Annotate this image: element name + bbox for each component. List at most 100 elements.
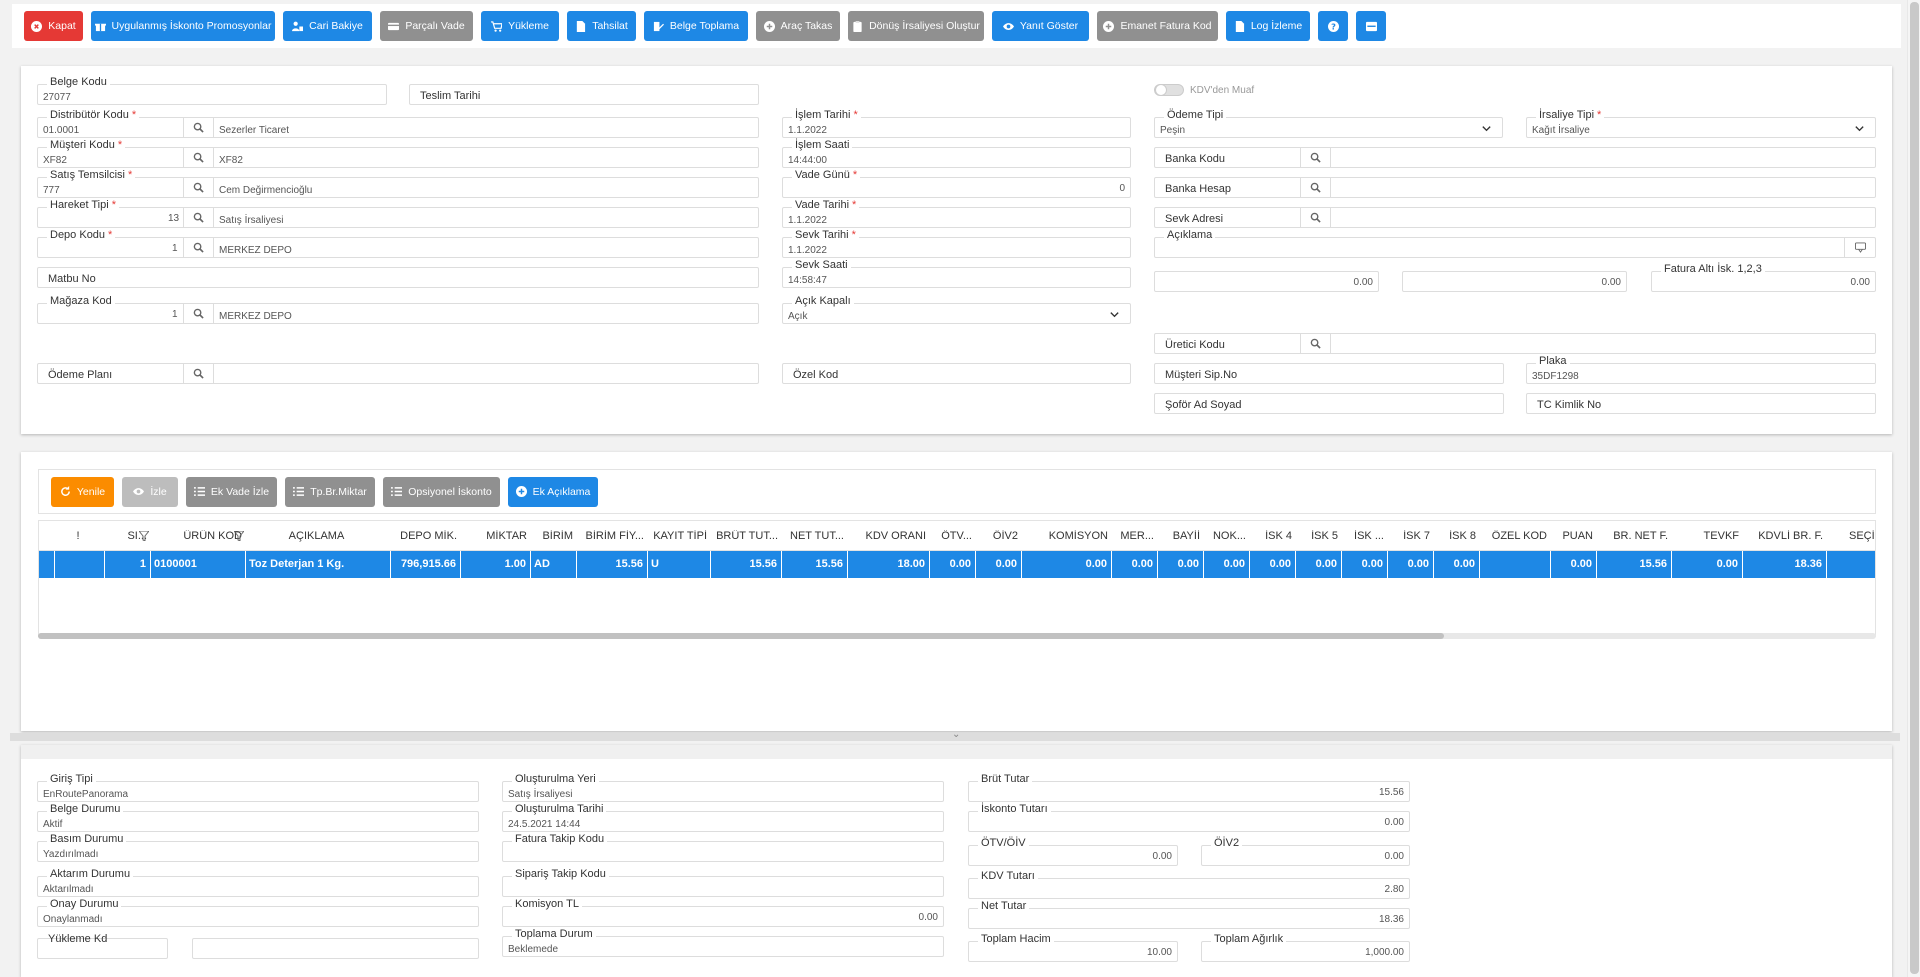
table-cell[interactable]: 0.00 (1434, 551, 1480, 578)
islem-saati-field[interactable]: İşlem Saati 14:44:00 (782, 140, 1131, 168)
musteri-sip-field[interactable]: Müşteri Sip.No (1154, 363, 1504, 384)
table-cell[interactable]: 0.00 (1204, 551, 1250, 578)
ext-desc-button[interactable]: Ek Açıklama (508, 476, 598, 507)
satis-temsilcisi-field[interactable]: Satış Temsilcisi * 777 Cem Değirmencioğlu (37, 170, 759, 198)
vehicle-swap-button[interactable]: Araç Takas (756, 11, 840, 41)
yukleme-kd-field[interactable]: Yükleme Kd (37, 933, 168, 959)
fatura-alti-field[interactable]: Fatura Altı İsk. 1,2,3 0.00 (1651, 264, 1876, 292)
table-cell[interactable]: 0.00 (1022, 551, 1112, 578)
promo-button[interactable]: Uygulanmış İskonto Promosyonlar (91, 11, 275, 41)
islem-tarihi-field[interactable]: İşlem Tarihi * 1.1.2022 (782, 110, 1131, 138)
table-cell[interactable]: 0.00 (1551, 551, 1597, 578)
grid-column-header[interactable]: SI... (127, 529, 149, 542)
otv-oiv-field[interactable]: ÖTV/ÖİV 0.00 (968, 838, 1178, 866)
grid-column-header[interactable]: ÖTV... (941, 529, 972, 542)
table-cell[interactable]: 18.36 (1743, 551, 1827, 578)
uretici-field[interactable]: Üretici Kodu (1154, 333, 1876, 354)
komisyon-field[interactable]: Komisyon TL 0.00 (502, 899, 944, 927)
giris-tipi-field[interactable]: Giriş Tipi EnRoutePanorama (37, 774, 479, 802)
grid-horizontal-scrollbar[interactable] (38, 633, 1876, 639)
grid-column-header[interactable]: BRÜT TUT... (716, 529, 778, 542)
grid-column-header[interactable]: BAYİİ (1172, 529, 1200, 542)
belge-durumu-field[interactable]: Belge Durumu Aktif (37, 804, 479, 832)
distributor-search-button[interactable] (183, 118, 214, 137)
grid-column-header[interactable]: ÜRÜN KOD (183, 529, 244, 542)
aktarim-durumu-field[interactable]: Aktarım Durumu Aktarılmadı (37, 869, 479, 897)
table-cell[interactable]: 18.00 (848, 551, 930, 578)
refresh-button[interactable]: Yenile (51, 476, 114, 507)
kdv-tutari-field[interactable]: KDV Tutarı 2.80 (968, 871, 1410, 899)
odeme-plani-search-button[interactable] (183, 364, 214, 383)
grid-column-header[interactable]: KDVLİ BR. F. (1758, 529, 1823, 542)
return-waybill-button[interactable]: Dönüş İrsaliyesi Oluştur (848, 11, 984, 41)
table-cell[interactable]: 0.00 (1388, 551, 1434, 578)
oiv2-field[interactable]: ÖİV2 0.00 (1201, 838, 1410, 866)
banka-kodu-search-button[interactable] (1300, 148, 1331, 167)
matbu-no-field[interactable]: Matbu No (37, 267, 759, 288)
table-cell[interactable]: 15.56 (711, 551, 782, 578)
iskonto-tutari-field[interactable]: İskonto Tutarı 0.00 (968, 804, 1410, 832)
satis-temsilcisi-search-button[interactable] (183, 178, 214, 197)
watch-button[interactable]: İzle (122, 476, 178, 507)
siparis-takip-field[interactable]: Sipariş Takip Kodu (502, 869, 944, 897)
fatura-takip-field[interactable]: Fatura Takip Kodu (502, 834, 944, 862)
window-button[interactable] (1356, 11, 1386, 41)
grid-column-header[interactable]: NOK... (1212, 529, 1246, 542)
table-cell[interactable]: 0.00 (1296, 551, 1342, 578)
odeme-tipi-select[interactable]: Ödeme Tipi Peşin (1154, 110, 1503, 138)
sevk-saati-field[interactable]: Sevk Saati 14:58:47 (782, 260, 1131, 288)
net-tutar-field[interactable]: Net Tutar 18.36 (968, 901, 1410, 929)
olusturma-yeri-field[interactable]: Oluşturulma Yeri Satış İrsaliyesi (502, 774, 944, 802)
vade-tarihi-field[interactable]: Vade Tarihi * 1.1.2022 (782, 200, 1131, 228)
toplama-durum-field[interactable]: Toplama Durum Beklemede (502, 929, 944, 957)
grid-column-header[interactable]: BR. NET F. (1613, 529, 1668, 542)
grid-column-header[interactable]: ÖZEL KOD (1491, 529, 1547, 542)
musteri-field[interactable]: Müşteri Kodu * XF82 XF82 (37, 140, 759, 168)
table-cell[interactable]: 15.56 (1597, 551, 1672, 578)
table-cell[interactable] (1827, 551, 1875, 578)
help-button[interactable]: ? (1318, 11, 1348, 41)
escrow-invoice-button[interactable]: Emanet Fatura Kod (1097, 11, 1218, 41)
page-scrollbar[interactable] (1907, 0, 1920, 977)
uretici-search-button[interactable] (1300, 334, 1331, 353)
splitter[interactable]: ⌄ (10, 729, 1900, 741)
grid-column-header[interactable]: KDV ORANI (865, 529, 926, 542)
grid-column-header[interactable]: NET TUT... (790, 529, 844, 542)
table-row[interactable]: 1 0100001 Toz Deterjan 1 Kg. 796,915.66 1.00… (39, 551, 1875, 578)
log-view-button[interactable]: Log İzleme (1226, 11, 1310, 41)
table-cell[interactable]: 0.00 (1342, 551, 1388, 578)
banka-hesap-search-button[interactable] (1300, 178, 1331, 197)
table-cell[interactable]: 0100001 (151, 551, 246, 578)
table-cell[interactable]: 0.00 (1250, 551, 1296, 578)
table-cell[interactable]: AD (531, 551, 577, 578)
grid-column-header[interactable]: İSK 8 (1449, 529, 1476, 542)
table-cell[interactable]: 0.00 (930, 551, 976, 578)
loading-button[interactable]: Yükleme (481, 11, 559, 41)
grid-column-header[interactable]: MİKTAR (486, 529, 527, 542)
isk2-field[interactable]: 0.00 (1402, 271, 1627, 292)
table-cell[interactable]: 0.00 (1158, 551, 1204, 578)
kdv-muaf-toggle[interactable] (1154, 84, 1184, 96)
aciklama-expand-button[interactable] (1844, 238, 1875, 257)
table-cell[interactable]: Toz Deterjan 1 Kg. (246, 551, 391, 578)
acik-kapali-select[interactable]: Açık Kapalı Açık (782, 296, 1131, 324)
table-cell[interactable] (1480, 551, 1551, 578)
toplam-agirlik-field[interactable]: Toplam Ağırlık 1,000.00 (1201, 934, 1410, 962)
grid-column-header[interactable]: KAYIT TİPİ (653, 529, 707, 542)
table-cell[interactable]: 1 (105, 551, 151, 578)
sevk-adresi-search-button[interactable] (1300, 208, 1331, 227)
table-cell[interactable] (55, 551, 105, 578)
brut-tutar-field[interactable]: Brüt Tutar 15.56 (968, 774, 1410, 802)
basim-durumu-field[interactable]: Basım Durumu Yazdırılmadı (37, 834, 479, 862)
aciklama-field[interactable]: Açıklama (1154, 230, 1876, 258)
grid-column-header[interactable]: İSK ... (1354, 529, 1384, 542)
balance-button[interactable]: Cari Bakiye (283, 11, 372, 41)
plaka-field[interactable]: Plaka 35DF1298 (1526, 356, 1876, 384)
belge-kodu-field[interactable]: Belge Kodu 27077 (37, 77, 387, 105)
filter-icon[interactable] (139, 530, 149, 541)
magaza-field[interactable]: Mağaza Kod 1 MERKEZ DEPO (37, 296, 759, 324)
grid-column-header[interactable]: ! (76, 529, 80, 542)
grid-column-header[interactable]: DEPO MİK. (400, 529, 457, 542)
vade-gunu-field[interactable]: Vade Günü * 0 (782, 170, 1131, 198)
depo-field[interactable]: Depo Kodu * 1 MERKEZ DEPO (37, 230, 759, 258)
